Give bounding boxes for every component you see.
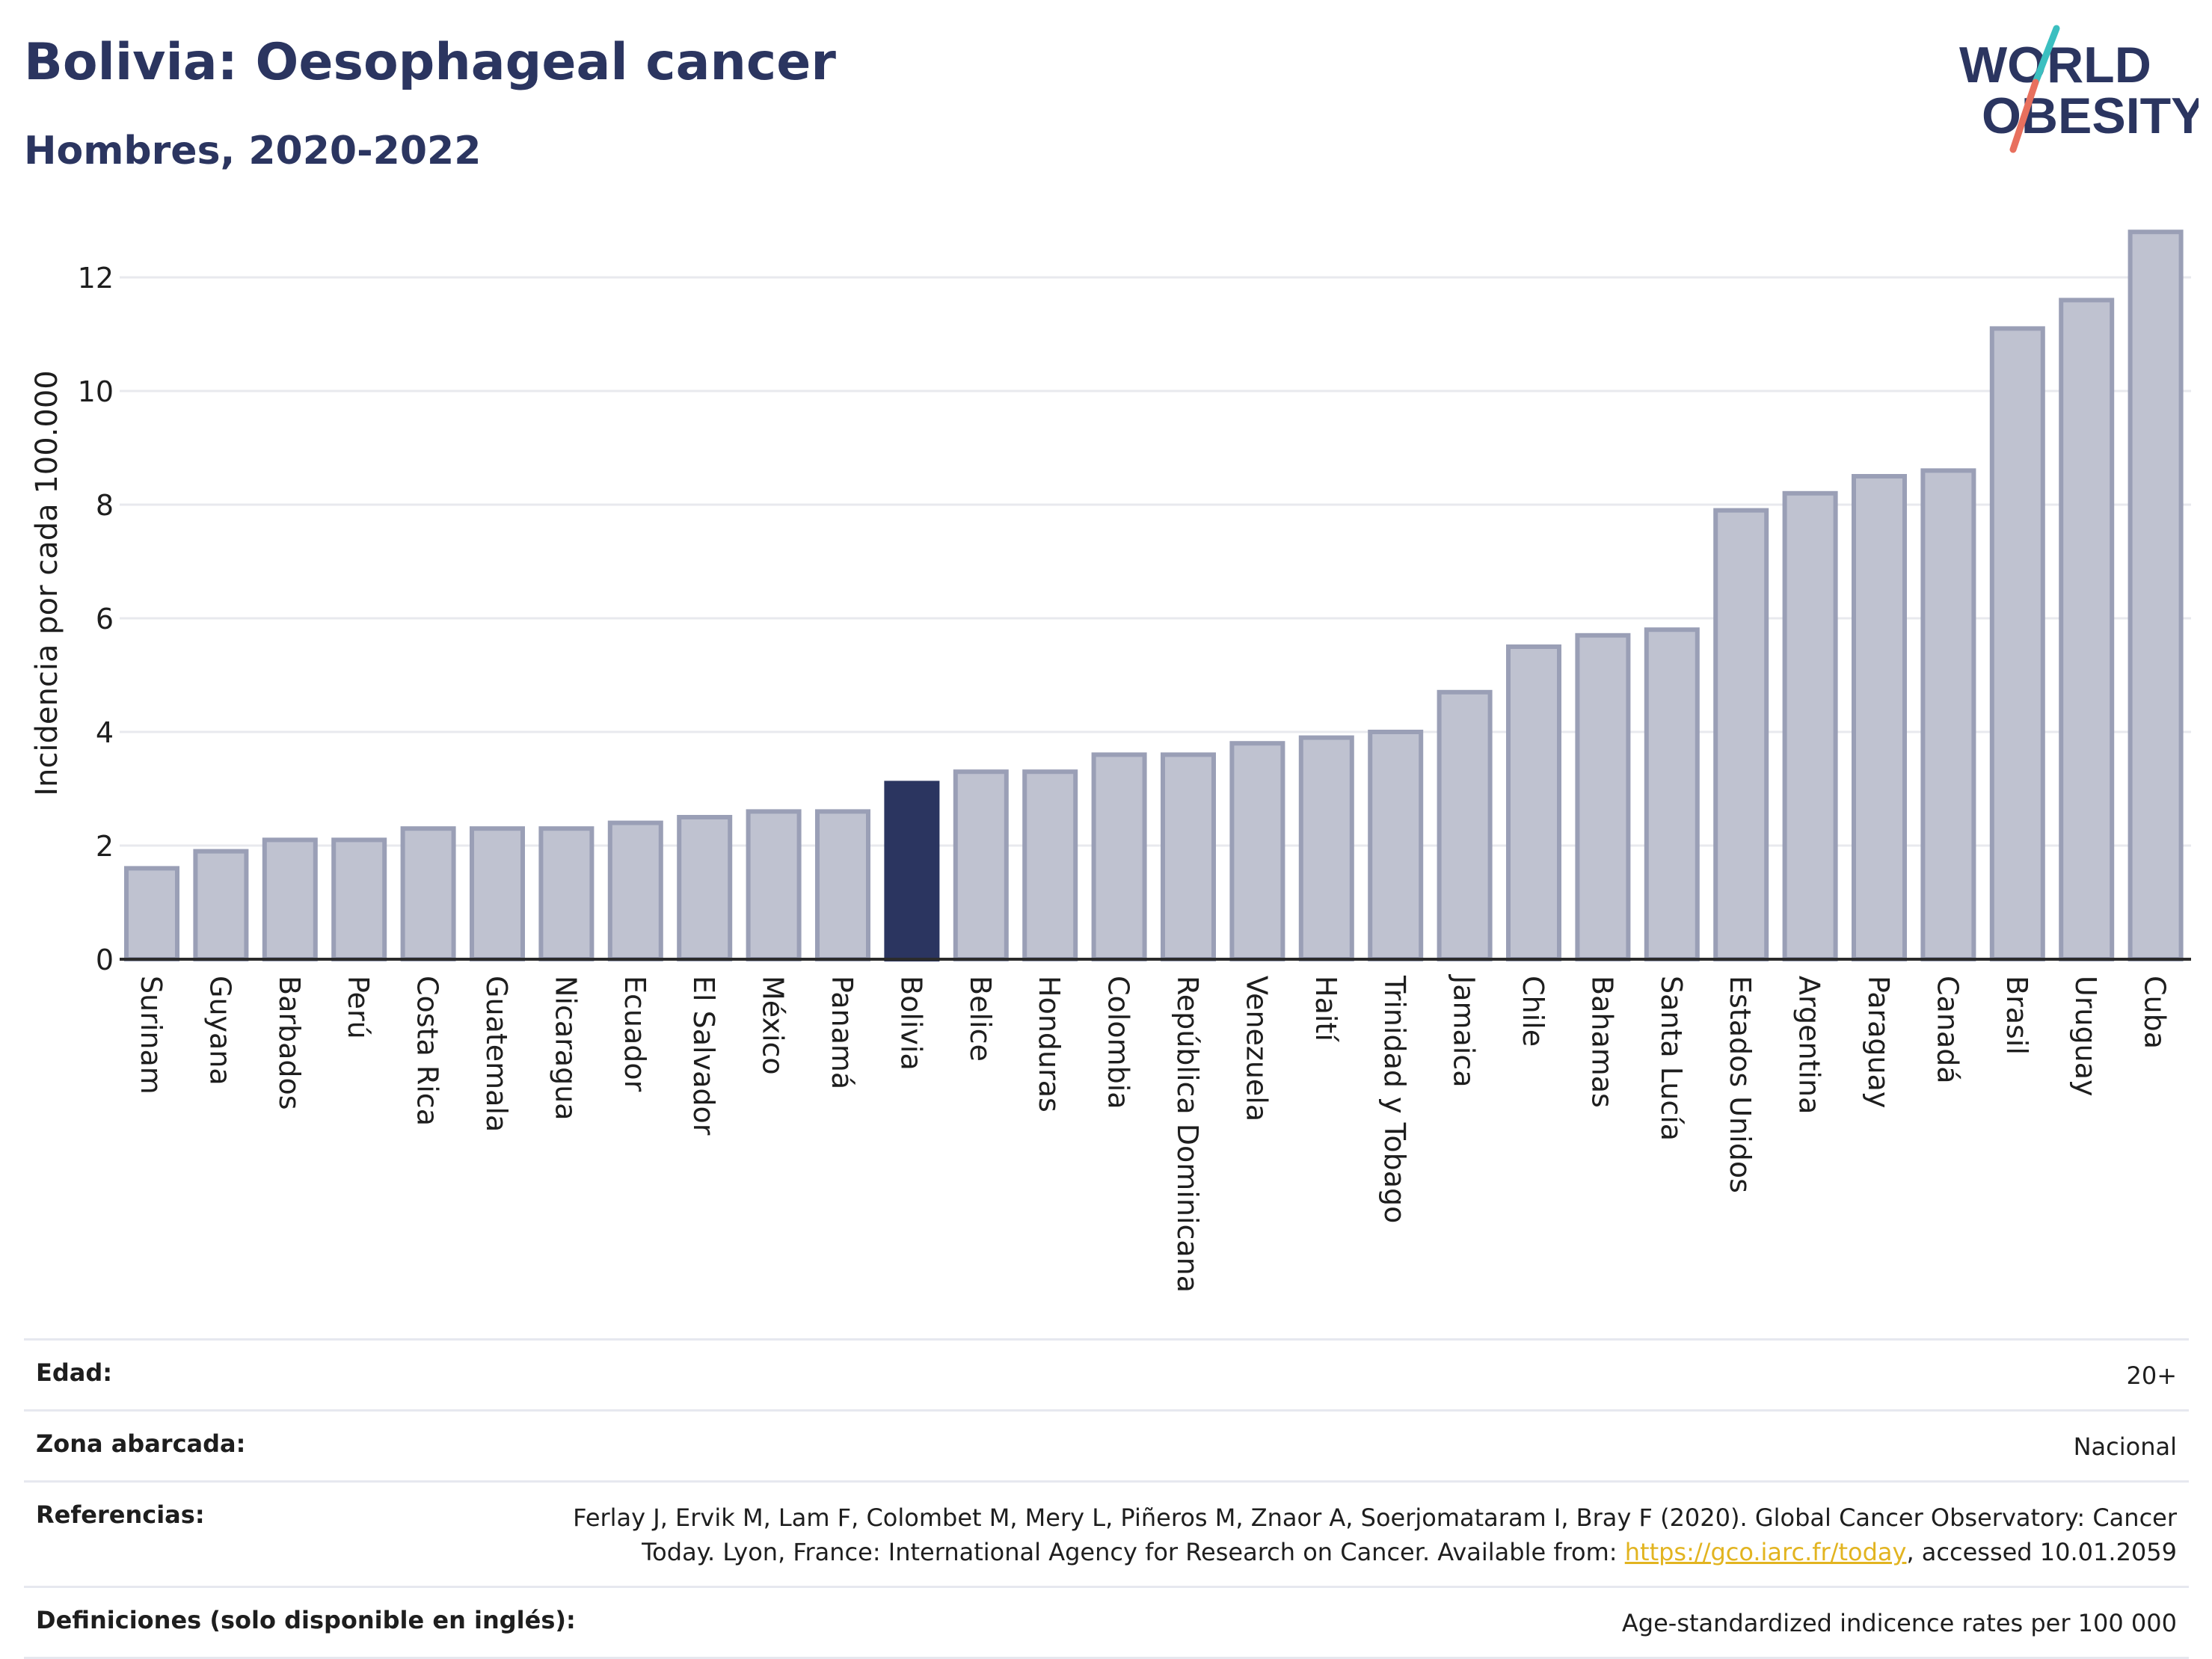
x-tick-label: Guatemala <box>480 976 513 1132</box>
bar-estados-unidos <box>1713 508 1769 961</box>
ref-link[interactable]: https://gco.iarc.fr/today <box>1624 1538 1907 1566</box>
x-tick-label: Paraguay <box>1862 976 1895 1108</box>
x-tick-label: Bolivia <box>894 976 927 1071</box>
x-tick-label: Canadá <box>1931 976 1964 1084</box>
bar-jamaica <box>1437 689 1493 961</box>
x-tick-label: Estados Unidos <box>1724 976 1757 1193</box>
bar-guyana <box>193 849 249 961</box>
x-tick-label: El Salvador <box>687 976 720 1136</box>
x-tick-label: Haití <box>1309 976 1342 1042</box>
x-tick-label: Panamá <box>826 976 858 1089</box>
y-tick-label: 0 <box>96 944 114 976</box>
bar-méxico <box>746 809 802 962</box>
bar-surinam <box>124 866 179 962</box>
definiciones-value: Age-standardized indicence rates per 100… <box>1621 1609 2177 1637</box>
bar-santa-lucía <box>1644 627 1700 961</box>
zona-label: Zona abarcada: <box>36 1429 246 1458</box>
x-tick-label: Bahamas <box>1585 976 1618 1108</box>
info-row-referencias: Referencias: Ferlay J, Ervik M, Lam F, C… <box>24 1480 2189 1586</box>
bar-república-dominicana <box>1161 752 1216 962</box>
y-tick-label: 10 <box>78 375 114 408</box>
bar-el-salvador <box>677 815 733 961</box>
bar-guatemala <box>470 826 525 961</box>
y-tick-label: 4 <box>96 716 114 749</box>
bar-chile <box>1506 644 1561 961</box>
x-tick-label: Argentina <box>1793 976 1826 1114</box>
bar-argentina <box>1782 490 1838 961</box>
x-tick-label: Cuba <box>2139 976 2172 1049</box>
bar-trinidad-y-tobago <box>1368 730 1424 961</box>
ref-line-2-before: Today. Lyon, France: International Agenc… <box>642 1538 1625 1566</box>
edad-label: Edad: <box>36 1358 113 1387</box>
logo-slash-top <box>2032 25 2060 86</box>
x-tick-label: Santa Lucía <box>1655 976 1688 1141</box>
bar-barbados <box>262 837 318 962</box>
x-tick-label: Venezuela <box>1240 976 1273 1121</box>
y-axis-ticks: 0 2 4 6 8 10 12 <box>78 262 114 976</box>
bar-paraguay <box>1852 474 1907 961</box>
bar-perú <box>331 837 387 962</box>
y-axis-title: Incidencia por cada 100.000 <box>30 370 64 796</box>
info-row-edad: Edad: 20+ <box>24 1338 2189 1409</box>
bar-costa-rica <box>400 826 456 961</box>
bar-haití <box>1298 735 1354 961</box>
y-tick-label: 8 <box>96 489 114 522</box>
bar-venezuela <box>1229 741 1285 961</box>
x-tick-label: Guyana <box>203 976 236 1086</box>
x-tick-label: Honduras <box>1033 976 1066 1112</box>
bar-chart: 0 2 4 6 8 10 12 Surinam Guyana Barbados Perú Costa… <box>30 230 2191 1293</box>
y-tick-label: 6 <box>96 603 114 635</box>
referencias-value: Ferlay J, Ervik M, Lam F, Colombet M, Me… <box>573 1501 2177 1569</box>
bar-bahamas <box>1575 632 1631 961</box>
logo-slash-bottom <box>2009 79 2039 153</box>
world-obesity-logo: WORLD OBESITY <box>1959 25 2199 153</box>
bar-uruguay <box>2059 298 2115 961</box>
bar-panamá <box>815 809 870 962</box>
bar-honduras <box>1022 769 1078 961</box>
info-row-definiciones: Definiciones (solo disponible en inglés)… <box>24 1586 2189 1659</box>
info-row-zona: Zona abarcada: Nacional <box>24 1409 2189 1480</box>
y-tick-label: 2 <box>96 830 114 863</box>
bar-nicaragua <box>538 826 595 961</box>
bar-belice <box>953 769 1009 961</box>
info-table: Edad: 20+ Zona abarcada: Nacional Refere… <box>24 1338 2189 1659</box>
x-tick-label: Ecuador <box>618 976 651 1092</box>
bar-canadá <box>1920 468 1976 961</box>
x-tick-label: República Dominicana <box>1171 976 1204 1293</box>
x-tick-label: Perú <box>342 976 375 1039</box>
definiciones-label: Definiciones (solo disponible en inglés)… <box>36 1606 576 1634</box>
zona-value: Nacional <box>2073 1432 2177 1461</box>
ref-line-1: Ferlay J, Ervik M, Lam F, Colombet M, Me… <box>573 1503 2177 1532</box>
logo-line-world: WORLD <box>1959 37 2151 93</box>
y-tick-label: 12 <box>78 262 114 295</box>
grid-lines <box>120 276 2191 847</box>
x-tick-label: Barbados <box>273 976 306 1110</box>
bar-ecuador <box>607 820 663 961</box>
x-tick-label: Brasil <box>2000 976 2033 1055</box>
page-title: Bolivia: Oesophageal cancer <box>24 33 836 92</box>
x-tick-label: Chile <box>1517 976 1549 1047</box>
edad-value: 20+ <box>2126 1361 2177 1390</box>
bar-bolivia <box>884 781 940 962</box>
x-tick-label: Colombia <box>1102 976 1135 1109</box>
page-subtitle: Hombres, 2020-2022 <box>24 129 482 173</box>
x-tick-label: Belice <box>964 976 997 1062</box>
ref-line-2-after: , accessed 10.01.2059 <box>1906 1538 2177 1566</box>
x-tick-label: Uruguay <box>2069 976 2102 1097</box>
bar-colombia <box>1091 752 1147 962</box>
x-tick-label: Costa Rica <box>411 976 444 1126</box>
bar-cuba <box>2127 230 2184 961</box>
x-axis-labels: Surinam Guyana Barbados Perú Costa Rica Guate… <box>135 974 2172 1293</box>
x-tick-label: México <box>757 976 790 1075</box>
x-tick-label: Surinam <box>135 976 168 1095</box>
referencias-label: Referencias: <box>36 1501 205 1529</box>
x-tick-label: Jamaica <box>1448 974 1481 1088</box>
bars <box>124 230 2184 962</box>
x-tick-label: Nicaragua <box>549 976 582 1121</box>
x-tick-label: Trinidad y Tobago <box>1378 975 1411 1223</box>
bar-brasil <box>1989 326 2045 961</box>
